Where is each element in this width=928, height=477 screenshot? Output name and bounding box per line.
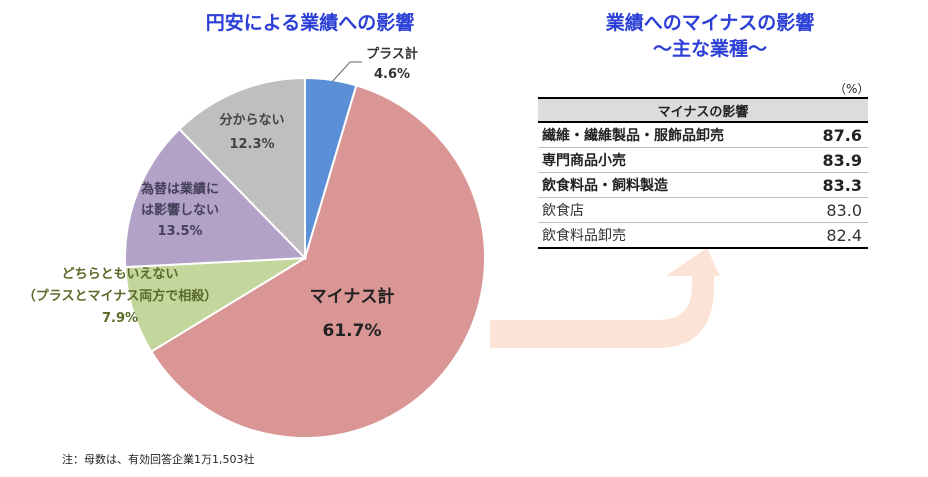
- industry-table: マイナスの影響 繊維・繊維製品・服飾品卸売 87.6 専門商品小売 83.9 飲食料品・…: [538, 97, 868, 249]
- table-row: 飲食料品・飼料製造 83.3: [538, 172, 868, 198]
- slice-value-label: 7.9%: [102, 311, 138, 326]
- table-row: 飲食料品卸売 82.4: [538, 222, 868, 249]
- table-header: マイナスの影響: [538, 97, 868, 123]
- table-title: 業績へのマイナスの影響: [605, 12, 815, 34]
- industry-value: 82.4: [799, 222, 868, 249]
- footnote: 注：母数は、有効回答企業1万1,503社: [62, 453, 255, 466]
- pie-slice: [124, 127, 308, 269]
- pie-chart-title: 円安による業績への影響: [205, 12, 415, 34]
- slice-value-label: 4.6%: [374, 67, 410, 82]
- industry-value: 83.9: [799, 147, 868, 173]
- industry-value: 83.3: [799, 172, 868, 198]
- slice-name-label: （プラスとマイナス両方で相殺）: [23, 288, 217, 304]
- slice-name-label: プラス計: [366, 46, 418, 62]
- slice-name-label: マイナス計: [310, 286, 395, 307]
- slice-name-label: は影響しない: [141, 202, 219, 218]
- arrow-icon: [490, 248, 720, 348]
- slice-name-label: どちらともいえない: [62, 267, 179, 282]
- table-row: 専門商品小売 83.9: [538, 147, 868, 173]
- slice-value-label: 61.7%: [323, 321, 382, 341]
- industry-label: 飲食料品・飼料製造: [538, 172, 800, 198]
- slice-name-label: 分からない: [219, 112, 284, 128]
- table-subtitle: 〜主な業種〜: [652, 38, 767, 60]
- slice-value-label: 12.3%: [229, 137, 274, 152]
- industry-label: 飲食店: [538, 197, 800, 223]
- table-unit: （%）: [834, 82, 870, 96]
- industry-label: 飲食料品卸売: [538, 222, 800, 249]
- leader-line: [331, 61, 362, 83]
- industry-label: 繊維・繊維製品・服飾品卸売: [538, 122, 800, 148]
- table-row: 繊維・繊維製品・服飾品卸売 87.6: [538, 122, 868, 148]
- slice-value-label: 13.5%: [157, 224, 202, 239]
- slice-name-label: 為替は業績に: [141, 181, 219, 197]
- industry-label: 専門商品小売: [538, 147, 800, 173]
- industry-value: 83.0: [799, 197, 868, 223]
- pie-slice: [149, 84, 486, 439]
- table-row: 飲食店 83.0: [538, 197, 868, 223]
- pie-slice: [177, 76, 306, 261]
- industry-value: 87.6: [799, 122, 868, 148]
